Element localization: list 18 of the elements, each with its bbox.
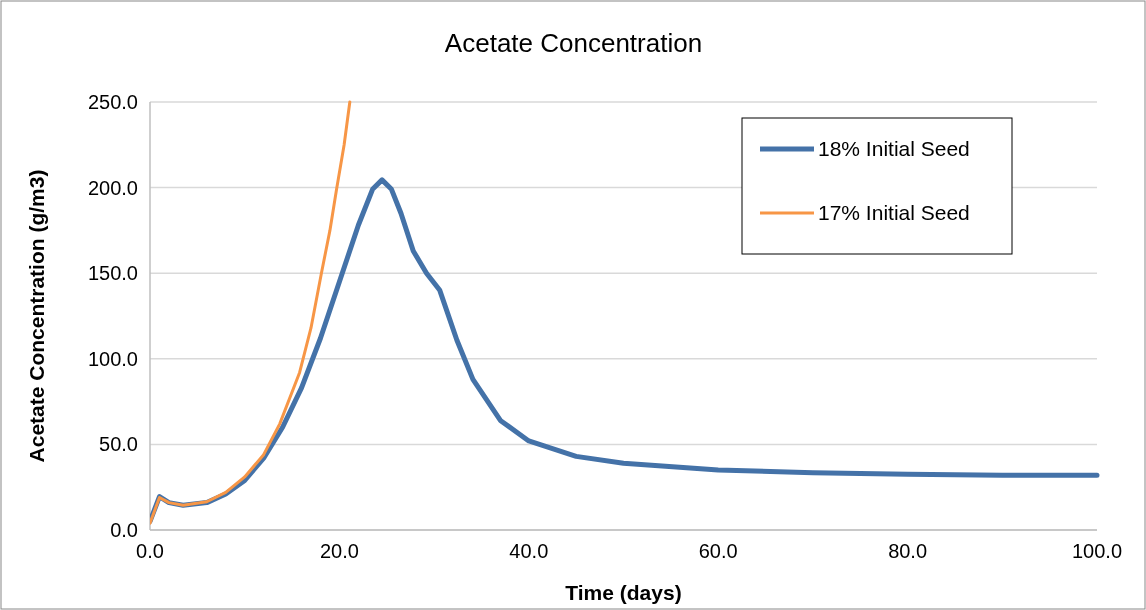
x-tick-label: 20.0 [319, 540, 359, 562]
y-tick-label: 50.0 [99, 433, 138, 456]
y-axis-title: Acetate Concentration (g/m3) [25, 169, 48, 463]
y-tick-label: 250.0 [87, 91, 138, 113]
x-tick-label: 100.0 [1071, 540, 1123, 562]
x-tick-label: 40.0 [509, 540, 549, 562]
x-axis-title: Time (days) [565, 581, 682, 604]
legend-label: 17% Initial Seed [818, 201, 970, 224]
y-tick-label: 150.0 [87, 262, 138, 285]
line-series [150, 100, 352, 525]
y-tick-label: 200.0 [87, 176, 138, 199]
x-tick-label: 0.0 [136, 540, 164, 562]
x-tick-label: 80.0 [888, 540, 928, 562]
y-tick-label: 100.0 [87, 347, 138, 370]
legend-label: 18% Initial Seed [818, 137, 970, 160]
chart-title: Acetate Concentration [444, 28, 703, 58]
x-tick-label: 60.0 [698, 540, 738, 562]
y-tick-label: 0.0 [110, 519, 138, 541]
